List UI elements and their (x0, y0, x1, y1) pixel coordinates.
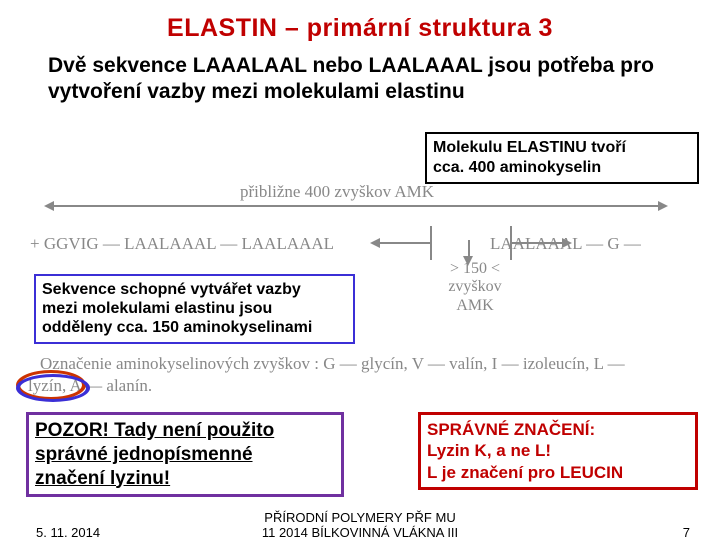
footer-center: PŘÍRODNÍ POLYMERY PŘF MU 11 2014 BÍLKOVI… (0, 510, 720, 540)
warning-box-l2: správné jednopísmenné (35, 443, 335, 467)
span-line (54, 205, 658, 207)
chain-left: + GGVIG — LAALAAAL — LAALAAAL (30, 234, 334, 254)
span-label: přibližne 400 zvyškov AMK (240, 182, 434, 202)
note-box-sequence: Sekvence schopné vytvářet vazby mezi mol… (34, 274, 355, 344)
arrow-left-icon (44, 201, 54, 211)
footer-center-l1: PŘÍRODNÍ POLYMERY PŘF MU (0, 510, 720, 525)
oval-highlight-blue (16, 374, 90, 402)
mid-right-arrowhead-icon (562, 238, 572, 248)
correction-box: SPRÁVNÉ ZNAČENÍ: Lyzin K, a ne L! L je z… (418, 412, 698, 490)
note-box-molecule: Molekulu ELASTINU tvoří cca. 400 aminoky… (425, 132, 699, 184)
correction-box-l2: Lyzin K, a ne L! (427, 440, 689, 461)
correction-box-l1: SPRÁVNÉ ZNAČENÍ: (427, 419, 689, 440)
intro-paragraph: Dvě sekvence LAAALAAL nebo LAALAAAL jsou… (48, 53, 684, 106)
warning-box-l3: značení lyzinu! (35, 467, 335, 491)
arrow-right-icon (658, 201, 668, 211)
note-box-sequence-l2: mezi molekulami elastinu jsou (42, 299, 347, 318)
note-box-sequence-l3: odděleny cca. 150 aminokyselinami (42, 318, 347, 337)
mid-left-arrow-line (378, 242, 432, 244)
legend-line1: Označenie aminokyselinových zvyškov : G … (40, 354, 690, 374)
note-box-molecule-l1: Molekulu ELASTINU tvoří (433, 138, 691, 158)
slide-title: ELASTIN – primární struktura 3 (40, 14, 680, 43)
midlabel-l3: AMK (440, 297, 510, 315)
note-box-molecule-l2: cca. 400 aminokyselin (433, 158, 691, 178)
mid-down-arrow-icon (463, 256, 473, 266)
midlabel-l1: > 150 < (440, 260, 510, 278)
mid-right-vline (510, 226, 512, 260)
mid-left-arrowhead-icon (370, 238, 380, 248)
mid-left-vline (430, 226, 432, 260)
footer-center-l2: 11 2014 BÍLKOVINNÁ VLÁKNA III (0, 525, 720, 540)
footer-page-number: 7 (683, 525, 690, 540)
warning-box: POZOR! Tady není použito správné jednopí… (26, 412, 344, 497)
correction-box-l3: L je značení pro LEUCIN (427, 462, 689, 483)
note-box-sequence-l1: Sekvence schopné vytvářet vazby (42, 280, 347, 299)
midlabel-l2: zvyškov (440, 278, 510, 296)
warning-box-l1: POZOR! Tady není použito (35, 419, 335, 443)
mid-right-arrow-line (510, 242, 564, 244)
midlabel: > 150 < zvyškov AMK (440, 260, 510, 315)
